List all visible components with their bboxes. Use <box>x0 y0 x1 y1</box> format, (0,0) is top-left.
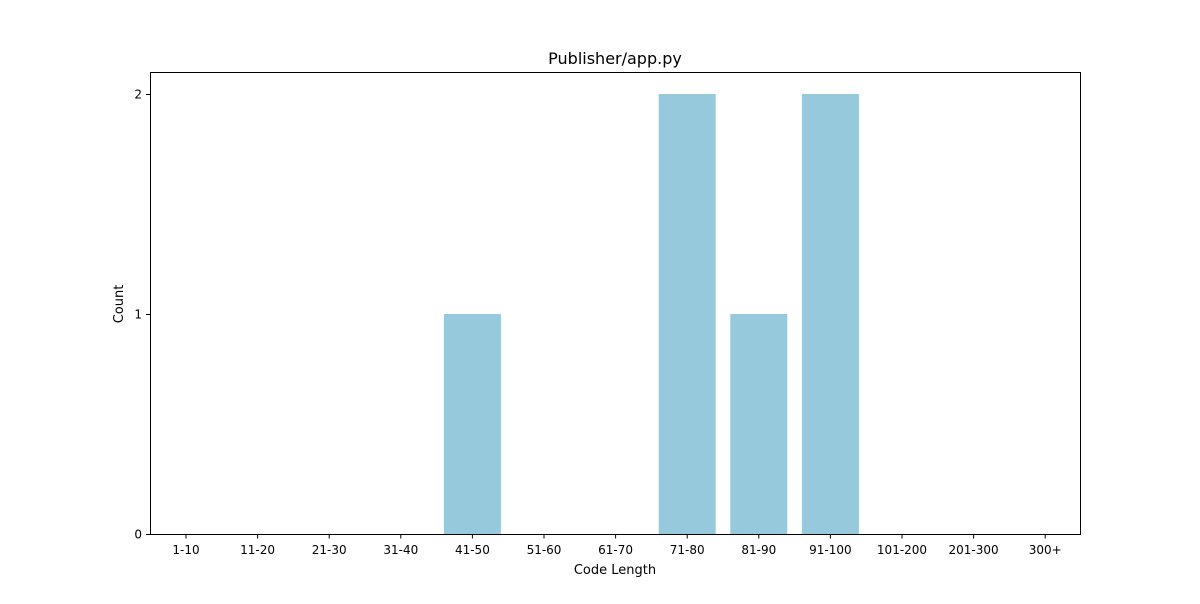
x-tick-label: 91-100 <box>809 543 852 557</box>
chart-title: Publisher/app.py <box>548 49 682 68</box>
ticks-layer: 1-10 11-20 21-30 31-40 41-50 51-60 61-70 71-80 8… <box>134 88 1061 558</box>
bar-81-90 <box>730 314 788 534</box>
x-tick-label: 1-10 <box>172 543 199 557</box>
x-tick-label: 21-30 <box>312 543 347 557</box>
x-tick-label: 31-40 <box>383 543 418 557</box>
bars-layer <box>443 94 859 534</box>
bar-91-100 <box>801 94 859 534</box>
bar-41-50 <box>443 314 501 534</box>
bar-71-80 <box>658 94 716 534</box>
x-tick-label: 41-50 <box>455 543 490 557</box>
x-tick-label: 61-70 <box>598 543 633 557</box>
y-tick-label: 2 <box>134 88 142 102</box>
plot-area-frame <box>150 72 1081 535</box>
x-tick-label: 81-90 <box>741 543 776 557</box>
y-axis-label: Count <box>112 285 127 324</box>
x-tick-label: 51-60 <box>527 543 562 557</box>
x-tick-label: 201-300 <box>949 543 999 557</box>
x-tick-label: 71-80 <box>670 543 705 557</box>
y-tick-label: 1 <box>134 308 142 322</box>
x-tick-label: 101-200 <box>877 543 927 557</box>
x-axis-label: Code Length <box>574 563 656 578</box>
y-tick-label: 0 <box>134 528 142 542</box>
x-tick-label: 300+ <box>1029 543 1062 557</box>
x-tick-label: 11-20 <box>240 543 275 557</box>
